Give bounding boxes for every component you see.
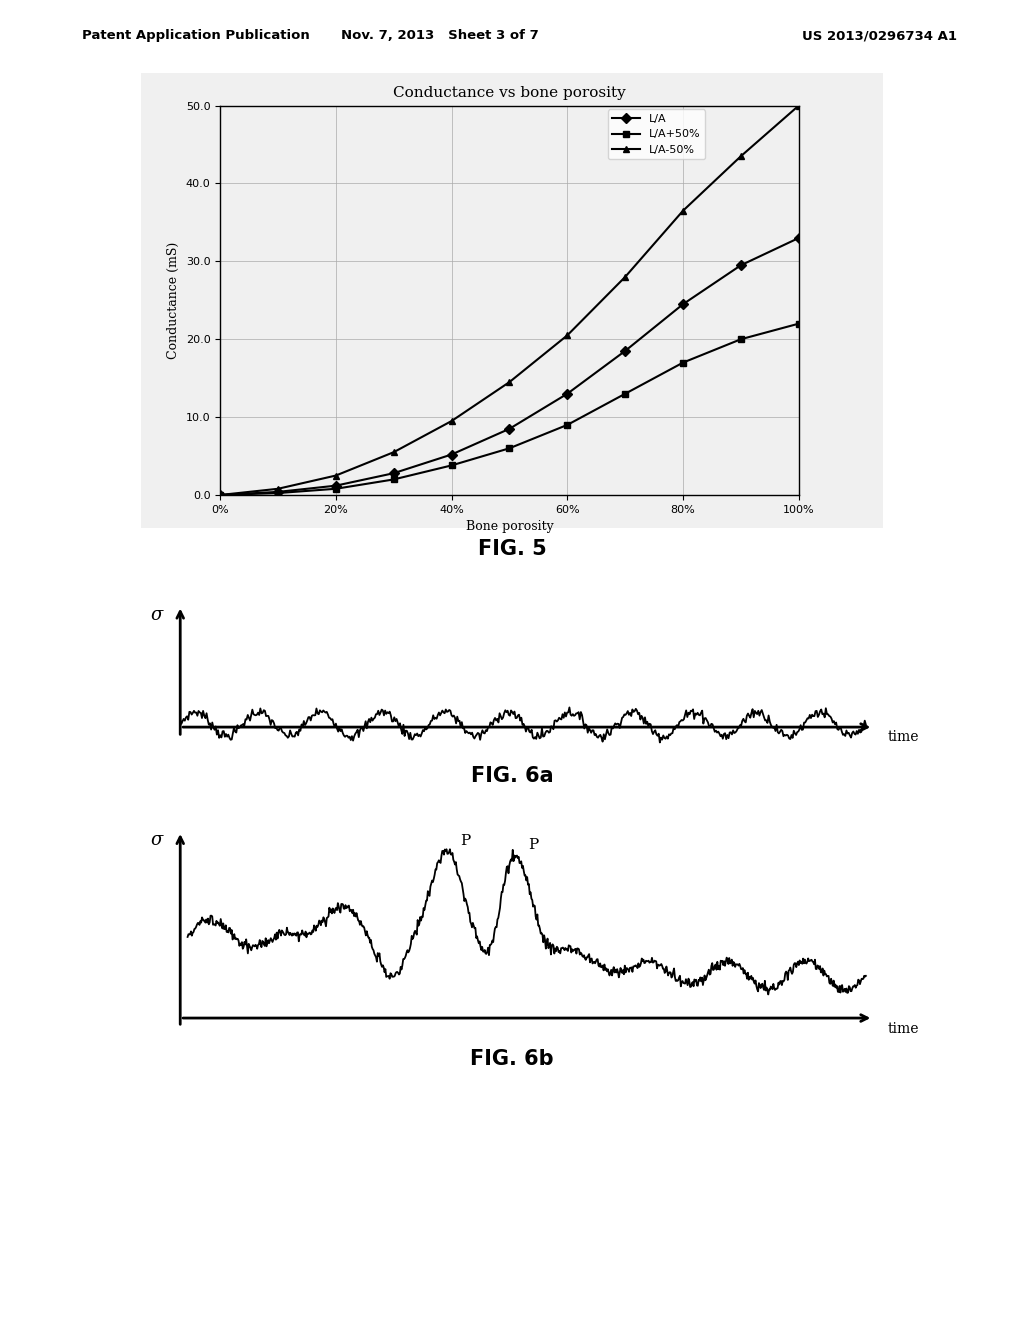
L/A+50%: [618, 385, 631, 401]
Y-axis label: Conductance (mS): Conductance (mS): [167, 242, 180, 359]
L/A: [503, 421, 515, 437]
L/A+50%: [677, 355, 689, 371]
L/A-50%: [387, 445, 399, 461]
L/A+50%: [561, 417, 573, 433]
L/A-50%: [793, 98, 805, 114]
L/A+50%: [793, 315, 805, 331]
Text: P: P: [528, 838, 539, 851]
L/A-50%: [734, 148, 746, 164]
Text: time: time: [888, 1022, 920, 1036]
L/A-50%: [271, 480, 284, 496]
Text: FIG. 6a: FIG. 6a: [471, 766, 553, 785]
L/A: [330, 478, 342, 494]
Line: L/A-50%: L/A-50%: [217, 102, 802, 499]
Line: L/A+50%: L/A+50%: [217, 321, 802, 499]
X-axis label: Bone porosity: Bone porosity: [466, 520, 553, 533]
L/A+50%: [445, 458, 458, 474]
FancyBboxPatch shape: [119, 59, 905, 541]
L/A-50%: [330, 467, 342, 483]
Text: FIG. 6b: FIG. 6b: [470, 1049, 554, 1069]
Text: P: P: [460, 834, 470, 849]
L/A-50%: [618, 269, 631, 285]
L/A-50%: [214, 487, 226, 503]
L/A: [618, 343, 631, 359]
L/A+50%: [271, 486, 284, 502]
L/A+50%: [503, 441, 515, 457]
Text: σ: σ: [151, 606, 163, 623]
L/A: [561, 385, 573, 401]
L/A-50%: [445, 413, 458, 429]
L/A-50%: [677, 203, 689, 219]
L/A: [271, 484, 284, 500]
L/A-50%: [503, 374, 515, 389]
Line: L/A: L/A: [217, 235, 802, 499]
Legend: L/A, L/A+50%, L/A-50%: L/A, L/A+50%, L/A-50%: [608, 110, 705, 160]
L/A: [734, 257, 746, 273]
Text: time: time: [888, 730, 920, 744]
L/A+50%: [734, 331, 746, 347]
Text: US 2013/0296734 A1: US 2013/0296734 A1: [803, 29, 957, 42]
L/A+50%: [387, 471, 399, 487]
L/A: [793, 230, 805, 246]
L/A-50%: [561, 327, 573, 343]
Text: σ: σ: [151, 832, 163, 849]
Text: Patent Application Publication: Patent Application Publication: [82, 29, 309, 42]
L/A: [214, 487, 226, 503]
Title: Conductance vs bone porosity: Conductance vs bone porosity: [393, 86, 626, 100]
L/A: [677, 296, 689, 312]
L/A+50%: [214, 487, 226, 503]
Text: FIG. 5: FIG. 5: [477, 539, 547, 558]
L/A: [445, 446, 458, 462]
L/A+50%: [330, 480, 342, 496]
L/A: [387, 465, 399, 480]
Text: Nov. 7, 2013   Sheet 3 of 7: Nov. 7, 2013 Sheet 3 of 7: [341, 29, 540, 42]
